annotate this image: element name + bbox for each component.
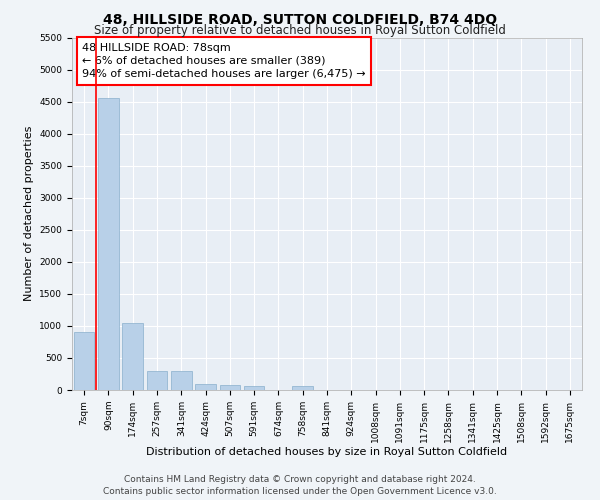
Text: 48, HILLSIDE ROAD, SUTTON COLDFIELD, B74 4DQ: 48, HILLSIDE ROAD, SUTTON COLDFIELD, B74… bbox=[103, 12, 497, 26]
Bar bbox=[74, 332, 94, 390]
Bar bbox=[98, 98, 119, 390]
Bar bbox=[171, 372, 191, 390]
Text: 48 HILLSIDE ROAD: 78sqm
← 6% of detached houses are smaller (389)
94% of semi-de: 48 HILLSIDE ROAD: 78sqm ← 6% of detached… bbox=[82, 43, 366, 79]
Text: Size of property relative to detached houses in Royal Sutton Coldfield: Size of property relative to detached ho… bbox=[94, 24, 506, 37]
Bar bbox=[146, 371, 167, 390]
Bar bbox=[122, 322, 143, 390]
Bar bbox=[220, 385, 240, 390]
Text: Contains HM Land Registry data © Crown copyright and database right 2024.
Contai: Contains HM Land Registry data © Crown c… bbox=[103, 474, 497, 496]
Bar bbox=[244, 386, 265, 390]
Bar bbox=[292, 386, 313, 390]
Bar bbox=[195, 384, 216, 390]
Y-axis label: Number of detached properties: Number of detached properties bbox=[24, 126, 34, 302]
X-axis label: Distribution of detached houses by size in Royal Sutton Coldfield: Distribution of detached houses by size … bbox=[146, 448, 508, 458]
